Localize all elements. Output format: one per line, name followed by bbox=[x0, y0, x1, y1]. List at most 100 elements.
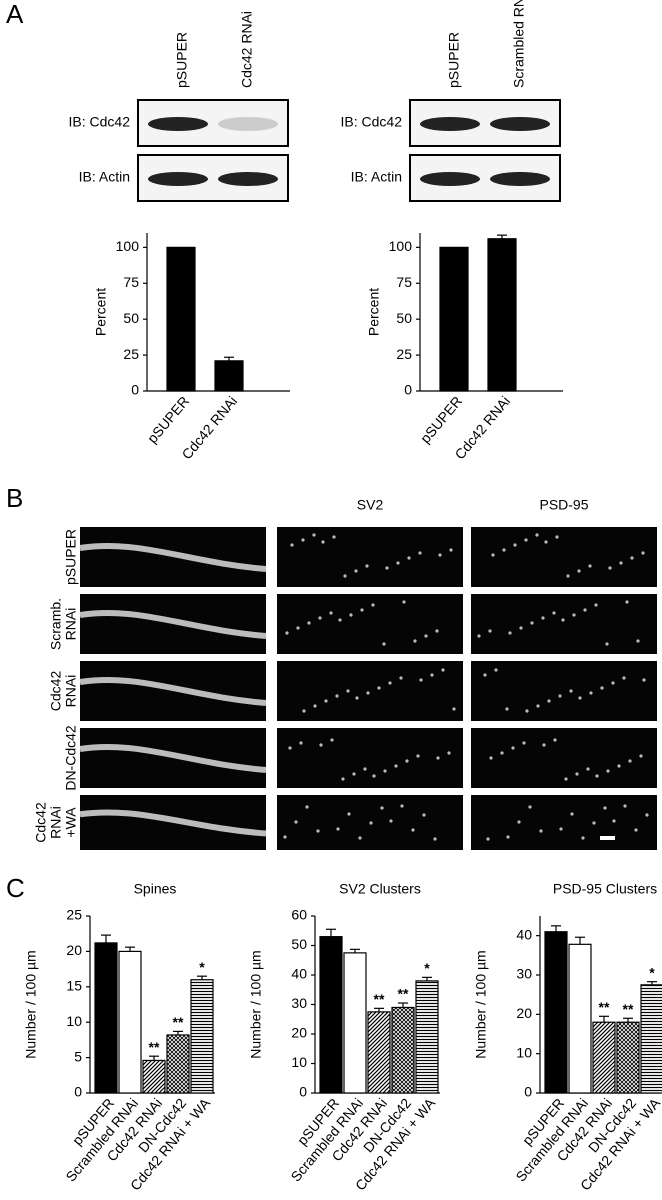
panel-label: A bbox=[6, 0, 24, 29]
puncta bbox=[394, 764, 398, 768]
puncta bbox=[617, 764, 621, 768]
puncta bbox=[411, 828, 415, 832]
puncta bbox=[630, 556, 634, 560]
y-tick-label: 0 bbox=[131, 382, 139, 398]
puncta bbox=[488, 629, 492, 633]
significance: ** bbox=[599, 999, 610, 1015]
puncta bbox=[524, 538, 528, 542]
y-axis-label: Number / 100 µm bbox=[248, 950, 264, 1058]
y-tick-label: 30 bbox=[291, 995, 307, 1011]
puncta bbox=[541, 616, 545, 620]
puncta bbox=[611, 681, 615, 685]
puncta bbox=[642, 678, 646, 682]
puncta bbox=[559, 827, 563, 831]
puncta bbox=[583, 608, 587, 612]
puncta bbox=[489, 756, 493, 760]
puncta bbox=[483, 673, 487, 677]
puncta bbox=[413, 639, 417, 643]
puncta bbox=[634, 828, 638, 832]
puncta bbox=[581, 836, 585, 840]
puncta bbox=[441, 668, 445, 672]
puncta bbox=[517, 820, 521, 824]
y-tick-label: 10 bbox=[516, 1044, 532, 1060]
bar bbox=[640, 984, 662, 1094]
y-tick-label: 25 bbox=[396, 346, 412, 362]
y-tick-label: 20 bbox=[66, 942, 82, 958]
puncta bbox=[352, 772, 356, 776]
puncta bbox=[290, 543, 294, 547]
dendrite bbox=[79, 610, 267, 639]
puncta bbox=[422, 813, 426, 817]
puncta bbox=[592, 821, 596, 825]
puncta bbox=[564, 777, 568, 781]
y-tick-label: 0 bbox=[524, 1084, 532, 1100]
column-header: SV2 bbox=[357, 497, 384, 513]
row-label: Cdc42 bbox=[33, 802, 49, 843]
bar bbox=[142, 1059, 166, 1094]
bar bbox=[343, 952, 367, 1094]
puncta bbox=[566, 574, 570, 578]
significance: * bbox=[649, 964, 655, 980]
puncta bbox=[380, 806, 384, 810]
puncta bbox=[383, 769, 387, 773]
blot-band bbox=[218, 172, 278, 186]
y-axis-label: Percent bbox=[93, 288, 109, 336]
micrograph bbox=[471, 661, 657, 721]
puncta bbox=[416, 754, 420, 758]
puncta bbox=[330, 738, 334, 742]
puncta bbox=[305, 805, 309, 809]
puncta bbox=[354, 569, 358, 573]
bar bbox=[391, 1006, 415, 1094]
significance: ** bbox=[374, 991, 385, 1007]
puncta bbox=[588, 564, 592, 568]
x-tick-label: pSUPER bbox=[417, 393, 465, 446]
puncta bbox=[399, 676, 403, 680]
puncta bbox=[502, 548, 506, 552]
puncta bbox=[389, 819, 393, 823]
dendrite bbox=[79, 809, 267, 837]
y-tick-label: 75 bbox=[123, 274, 139, 290]
puncta bbox=[438, 553, 442, 557]
puncta bbox=[324, 699, 328, 703]
row-label: RNAi bbox=[48, 806, 64, 839]
puncta bbox=[449, 548, 453, 552]
puncta bbox=[382, 642, 386, 646]
puncta bbox=[600, 686, 604, 690]
puncta bbox=[636, 639, 640, 643]
bar bbox=[214, 360, 244, 392]
bar bbox=[616, 1021, 640, 1094]
y-tick-label: 0 bbox=[74, 1084, 82, 1100]
puncta bbox=[313, 704, 317, 708]
puncta bbox=[435, 629, 439, 633]
puncta bbox=[316, 829, 320, 833]
puncta bbox=[349, 613, 353, 617]
row-label: +WA bbox=[63, 807, 79, 838]
micrograph bbox=[471, 594, 657, 654]
puncta bbox=[511, 746, 515, 750]
micrograph bbox=[471, 527, 657, 587]
micrograph bbox=[277, 661, 463, 721]
micrograph bbox=[471, 728, 657, 788]
puncta bbox=[494, 668, 498, 672]
y-tick-label: 0 bbox=[404, 382, 412, 398]
row-label: Scramb. bbox=[48, 598, 64, 650]
y-axis-label: Number / 100 µm bbox=[23, 950, 39, 1058]
puncta bbox=[400, 804, 404, 808]
row-label: RNAi bbox=[63, 608, 79, 641]
dendrite bbox=[79, 677, 267, 706]
row-label: Cdc42 bbox=[48, 671, 64, 712]
puncta bbox=[285, 631, 289, 635]
puncta bbox=[500, 751, 504, 755]
bar bbox=[166, 1034, 190, 1094]
puncta bbox=[329, 611, 333, 615]
puncta bbox=[639, 754, 643, 758]
x-tick-label: pSUPER bbox=[144, 393, 192, 446]
puncta bbox=[341, 777, 345, 781]
y-tick-label: 30 bbox=[516, 966, 532, 982]
bar bbox=[190, 979, 214, 1094]
blot-band bbox=[148, 172, 208, 186]
row-label: DN-Cdc42 bbox=[63, 725, 79, 791]
blot-band bbox=[148, 117, 208, 131]
blot-band bbox=[420, 117, 480, 131]
